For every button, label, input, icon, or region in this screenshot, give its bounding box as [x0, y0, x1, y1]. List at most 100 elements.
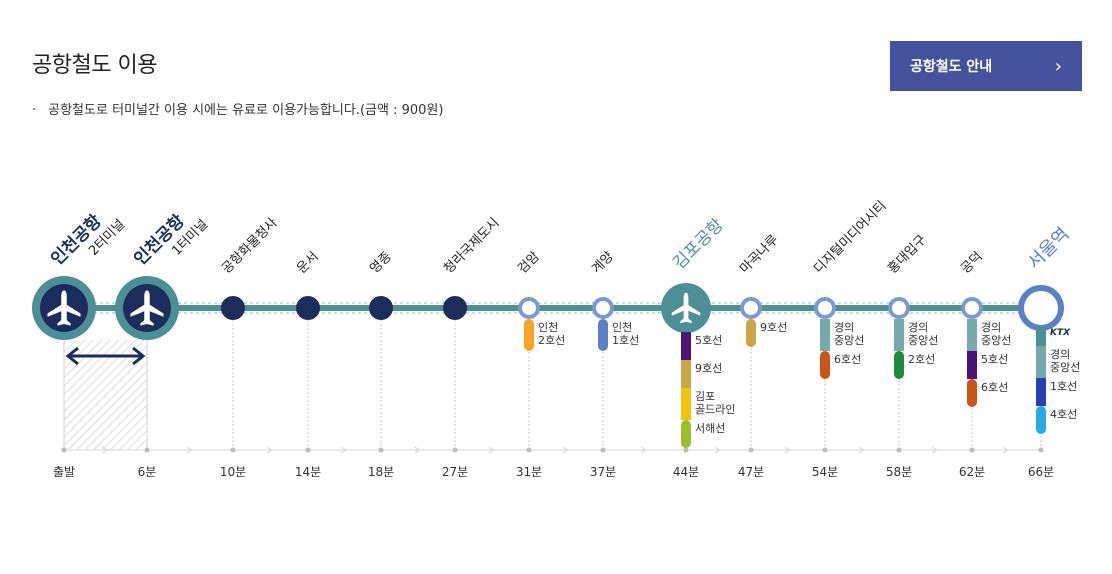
- station-time: 54분: [812, 465, 838, 479]
- timeline-arrow-icon: [488, 446, 494, 454]
- seoul-station-marker[interactable]: [1018, 285, 1064, 331]
- transfer-line-segment: [820, 319, 830, 351]
- station-name: 김포공항: [669, 215, 728, 274]
- page-title: 공항철도 이용: [32, 53, 157, 78]
- transfer-line-label: 중앙선: [981, 334, 1011, 347]
- station-time: 37분: [590, 465, 616, 479]
- transfer-line-segment: [1036, 346, 1046, 378]
- timeline-dot: [144, 447, 150, 453]
- transfer-line-label: 서해선: [695, 421, 725, 435]
- station-time: 18분: [368, 465, 394, 479]
- timeline-arrow-icon: [932, 446, 938, 454]
- timeline-arrow-icon: [341, 446, 347, 454]
- transfer-line-segment: [967, 351, 977, 379]
- transfer-line-label: 9호선: [695, 362, 722, 375]
- transfer-line-segment: [1036, 378, 1046, 406]
- transfer-line-segment: [1036, 406, 1046, 434]
- timeline-arrow-icon: [414, 446, 420, 454]
- station-time: 47분: [738, 465, 764, 479]
- transfer-station-marker[interactable]: [888, 297, 910, 319]
- station-time: 66분: [1028, 465, 1054, 479]
- station-marker[interactable]: [443, 296, 467, 320]
- station-name: 검암: [515, 249, 543, 277]
- transfer-line-label: 경의: [834, 321, 854, 334]
- guide-button-label: 공항철도 안내: [910, 59, 993, 75]
- station-time: 10분: [220, 465, 246, 479]
- transfer-line-label: 4호선: [1050, 408, 1077, 421]
- transfer-line-label: 5호선: [981, 353, 1008, 366]
- timeline-arrow-icon: [641, 446, 647, 454]
- transfer-line-segment: [894, 351, 904, 379]
- station-marker[interactable]: [369, 296, 393, 320]
- transfer-line-segment: [681, 332, 691, 360]
- transfer-line-label: 중앙선: [1050, 361, 1080, 374]
- station-time: 31분: [516, 465, 542, 479]
- station-name: 마곡나루: [737, 232, 781, 276]
- terminal-transfer-area: [64, 340, 147, 450]
- transfer-line-segment: [524, 319, 534, 351]
- transfer-line-label: 2호선: [538, 334, 565, 347]
- transfer-line-label: 9호선: [760, 321, 787, 334]
- transfer-line-label: 중앙선: [834, 334, 864, 347]
- arrow-left-icon: [65, 346, 79, 366]
- chevron-right-icon: ›: [1054, 55, 1062, 77]
- transfer-line-label: 1호선: [612, 334, 639, 347]
- bullet-icon: ·: [32, 103, 37, 118]
- transfer-line-label: 골드라인: [695, 403, 735, 416]
- transfer-line-segment: [1036, 328, 1046, 346]
- station-marker[interactable]: [221, 296, 245, 320]
- timeline-arrow-icon: [715, 446, 721, 454]
- station-name: 디지털미디어시티: [811, 199, 889, 277]
- station-time: 44분: [673, 465, 699, 479]
- timeline-dot: [61, 447, 67, 453]
- timeline-arrow-icon: [784, 446, 790, 454]
- station-name: 영종: [367, 249, 395, 277]
- arrow-right-icon: [132, 346, 146, 366]
- transfer-line-segment: [967, 379, 977, 407]
- timeline-arrow-icon: [858, 446, 864, 454]
- transfer-line-label: 5호선: [695, 334, 722, 347]
- transfer-line-segment: [681, 360, 691, 388]
- airport-railroad-guide-button[interactable]: 공항철도 안내 ›: [890, 41, 1082, 91]
- transfer-line-label: 2호선: [908, 353, 935, 366]
- transfer-station-marker[interactable]: [961, 297, 983, 319]
- station-name: 운서: [294, 249, 322, 277]
- transfer-line-label: 인천: [612, 320, 632, 334]
- station-time: 6분: [138, 465, 157, 479]
- station-time: 14분: [295, 465, 321, 479]
- transfer-line-segment: [894, 319, 904, 351]
- ktx-label: KTX: [1050, 328, 1071, 338]
- transfer-line-label: 6호선: [981, 381, 1008, 394]
- transfer-station-marker[interactable]: [814, 297, 836, 319]
- station-time: 58분: [886, 465, 912, 479]
- transfer-line-segment: [967, 319, 977, 351]
- transfer-line-segment: [746, 319, 756, 347]
- station-time: 62분: [959, 465, 985, 479]
- timeline-arrow-icon: [562, 446, 568, 454]
- notice-text: 공항철도로 터미널간 이용 시에는 유료로 이용가능합니다.(금액 : 900원…: [48, 103, 444, 118]
- airplane-icon: [671, 292, 701, 324]
- transfer-line-label: 경의: [1050, 348, 1070, 361]
- station-name: 서울역: [1024, 224, 1074, 274]
- station-time: 27분: [442, 465, 468, 479]
- transfer-line-label: 중앙선: [908, 334, 938, 347]
- airplane-icon: [47, 290, 81, 326]
- station-name: 공항화물청사: [219, 215, 280, 276]
- notice-text-row: · 공항철도로 터미널간 이용 시에는 유료로 이용가능합니다.(금액 : 90…: [32, 99, 443, 118]
- transfer-line-label: 김포: [695, 390, 715, 403]
- transfer-line-label: 경의: [981, 321, 1001, 334]
- transfer-station-marker[interactable]: [518, 297, 540, 319]
- transfer-line-label: 인천: [538, 320, 558, 334]
- transfer-line-segment: [598, 319, 608, 351]
- station-time: 출발: [53, 465, 75, 479]
- transfer-line-segment: [681, 388, 691, 420]
- station-marker[interactable]: [296, 296, 320, 320]
- station-name: 청라국제도시: [441, 215, 502, 276]
- timeline-arrow-icon: [186, 446, 192, 454]
- transfer-station-marker[interactable]: [592, 297, 614, 319]
- transfer-station-marker[interactable]: [740, 297, 762, 319]
- timeline-arrow-icon: [1003, 446, 1009, 454]
- transfer-line-label: 경의: [908, 321, 928, 334]
- transfer-line-label: 1호선: [1050, 380, 1077, 393]
